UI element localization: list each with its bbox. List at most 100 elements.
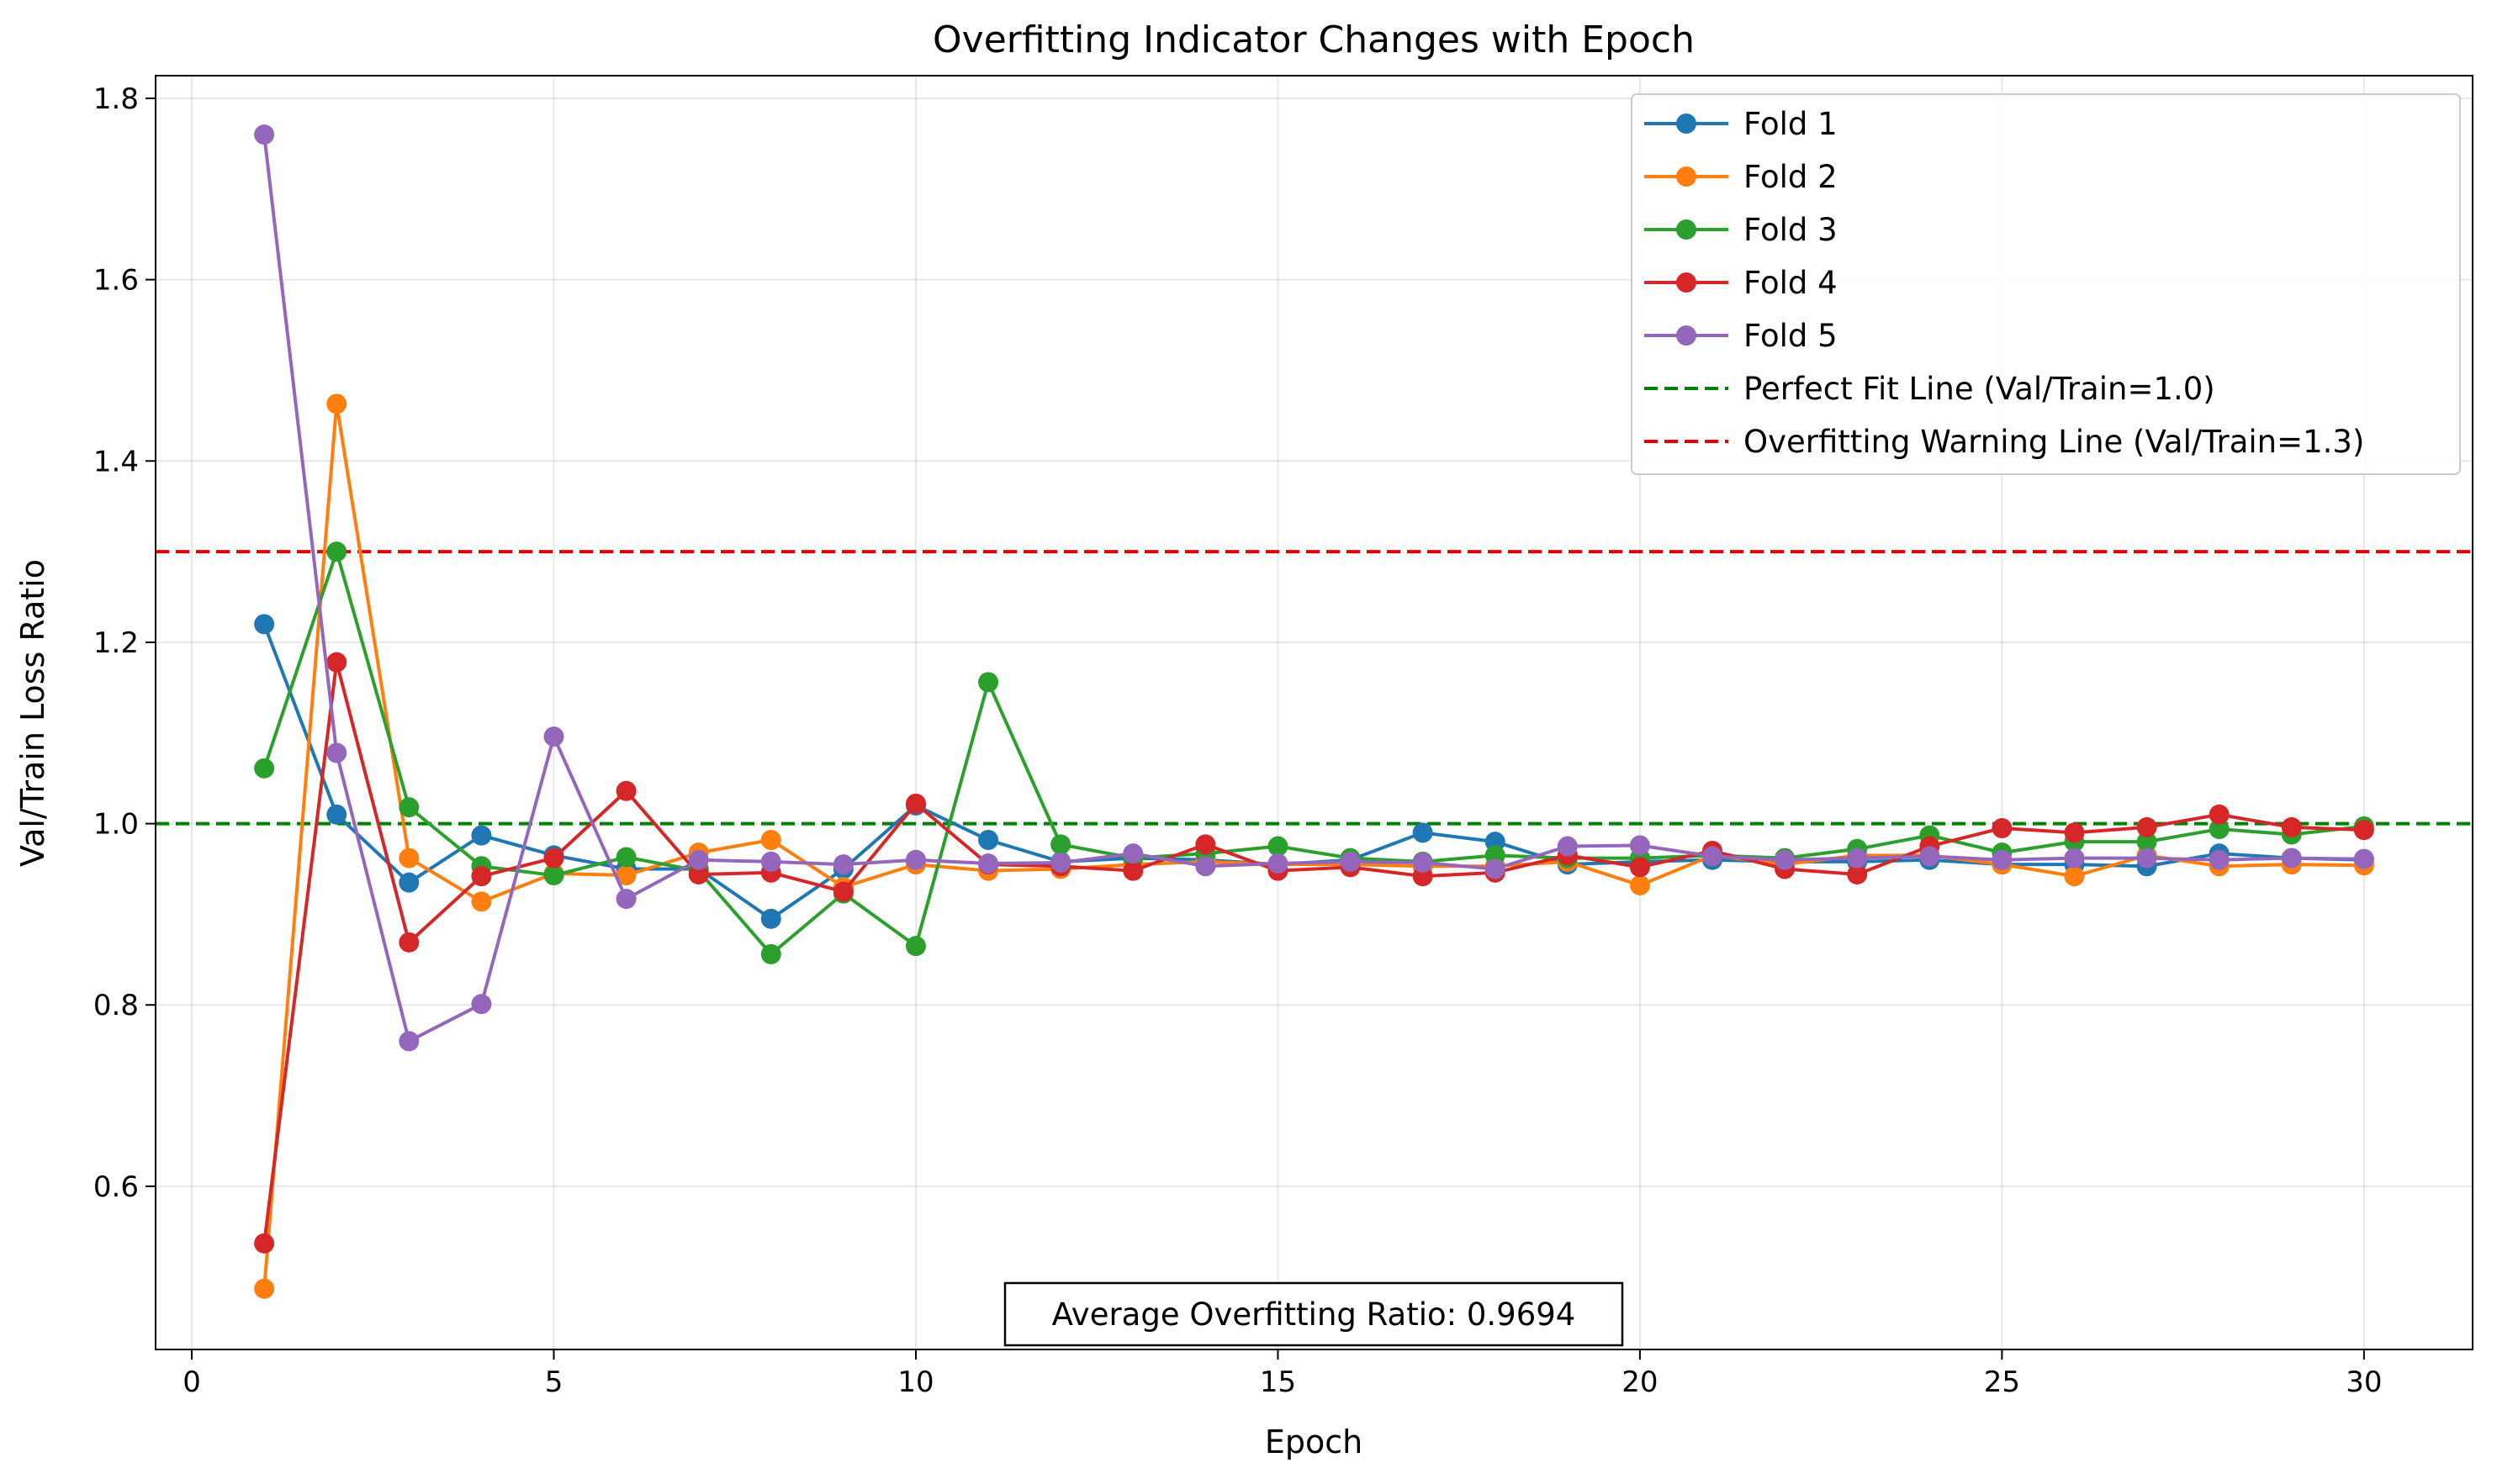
data-point <box>543 726 564 747</box>
data-point <box>2209 804 2230 825</box>
data-point <box>254 1278 275 1299</box>
data-point <box>978 830 999 850</box>
data-point <box>760 943 781 964</box>
data-point <box>1919 846 1940 867</box>
data-point <box>1412 822 1433 843</box>
legend-items: Fold 1 Fold 2 Fold 3 Fold 4 Fold 5 Perfect Fi… <box>1644 106 2364 460</box>
data-point <box>760 830 781 850</box>
data-point <box>1123 860 1144 881</box>
legend-label: Overfitting Warning Line (Val/Train=1.3) <box>1743 424 2364 460</box>
legend-label: Fold 5 <box>1743 318 1838 354</box>
y-tick-label: 1.6 <box>93 264 139 298</box>
data-point <box>471 866 492 887</box>
legend-marker <box>1676 272 1696 293</box>
x-tick-label: 20 <box>1621 1365 1658 1399</box>
data-point <box>1267 836 1288 857</box>
data-point <box>1195 834 1216 855</box>
plot-area-frame <box>155 75 2473 1350</box>
y-axis-ticks: 0.6 0.8 1.0 1.2 1.4 1.6 1.8 <box>93 82 156 1204</box>
data-point <box>616 847 637 868</box>
chart-title: Overfitting Indicator Changes with Epoch <box>933 18 1695 61</box>
data-point <box>905 793 926 814</box>
data-point <box>2136 832 2157 853</box>
data-point <box>1775 849 1796 870</box>
y-tick-label: 0.8 <box>93 989 139 1022</box>
data-point <box>543 865 564 886</box>
x-tick-label: 0 <box>183 1365 201 1399</box>
data-point <box>1557 836 1578 857</box>
data-point <box>399 797 420 818</box>
data-point <box>978 672 999 693</box>
legend-label: Fold 1 <box>1743 106 1838 142</box>
data-point <box>833 881 854 902</box>
data-point <box>2064 822 2085 843</box>
data-point <box>1629 874 1650 895</box>
data-point <box>1629 857 1650 878</box>
data-point <box>1050 852 1071 873</box>
data-point <box>399 1031 420 1052</box>
data-point <box>254 1233 275 1254</box>
y-tick-label: 1.4 <box>93 445 139 478</box>
data-point <box>688 863 709 885</box>
series-layer <box>254 124 2374 1299</box>
legend-entry: Overfitting Warning Line (Val/Train=1.3) <box>1644 424 2364 460</box>
legend-entry: Fold 4 <box>1644 265 1838 301</box>
data-point <box>1340 851 1361 872</box>
data-point <box>254 614 275 635</box>
data-point <box>1050 834 1071 855</box>
x-tick-label: 30 <box>2346 1365 2382 1399</box>
data-point <box>1702 846 1723 867</box>
data-point <box>905 849 926 870</box>
y-tick-label: 1.0 <box>93 808 139 842</box>
data-point <box>1412 852 1433 873</box>
data-point <box>688 849 709 870</box>
legend-label: Fold 2 <box>1743 159 1838 195</box>
legend-label: Fold 3 <box>1743 212 1838 248</box>
data-point <box>399 872 420 893</box>
x-axis-label: Epoch <box>1265 1423 1362 1460</box>
legend-marker <box>1676 219 1696 240</box>
legend-label: Fold 4 <box>1743 265 1838 301</box>
y-tick-label: 1.2 <box>93 626 139 660</box>
data-point <box>471 825 492 846</box>
x-axis-ticks: 0 5 10 15 20 25 30 <box>183 1349 2382 1399</box>
data-point <box>616 889 637 910</box>
series-fold-4 <box>254 652 2374 1254</box>
annotation-text: Average Overfitting Ratio: 0.9694 <box>1052 1297 1576 1333</box>
data-point <box>2064 866 2085 887</box>
x-tick-label: 25 <box>1984 1365 2020 1399</box>
series-line-fold-4 <box>262 660 2364 1244</box>
data-point <box>326 804 347 825</box>
data-point <box>326 393 347 415</box>
data-point <box>471 994 492 1015</box>
data-point <box>1629 835 1650 856</box>
data-point <box>326 541 347 562</box>
data-point <box>254 124 275 145</box>
data-point <box>2281 816 2302 837</box>
data-point <box>833 854 854 875</box>
data-point <box>760 851 781 872</box>
legend-entry: Fold 5 <box>1644 318 1838 354</box>
data-point <box>399 848 420 869</box>
data-point <box>2353 848 2374 869</box>
legend-entry: Perfect Fit Line (Val/Train=1.0) <box>1644 371 2215 407</box>
data-point <box>543 848 564 869</box>
data-point <box>616 780 637 801</box>
series-line-fold-5 <box>262 134 2364 1043</box>
data-point <box>1992 849 2013 870</box>
data-point <box>2281 848 2302 869</box>
series-fold-5 <box>254 124 2374 1052</box>
x-tick-label: 15 <box>1260 1365 1296 1399</box>
x-tick-label: 10 <box>897 1365 934 1399</box>
data-point <box>905 936 926 957</box>
data-point <box>1484 858 1505 879</box>
data-point <box>326 742 347 763</box>
data-point <box>471 891 492 912</box>
legend-entry: Fold 2 <box>1644 159 1838 195</box>
data-point <box>1195 856 1216 877</box>
data-point <box>2136 848 2157 869</box>
data-point <box>1847 863 1868 885</box>
data-point <box>326 652 347 673</box>
legend-marker <box>1676 325 1696 346</box>
